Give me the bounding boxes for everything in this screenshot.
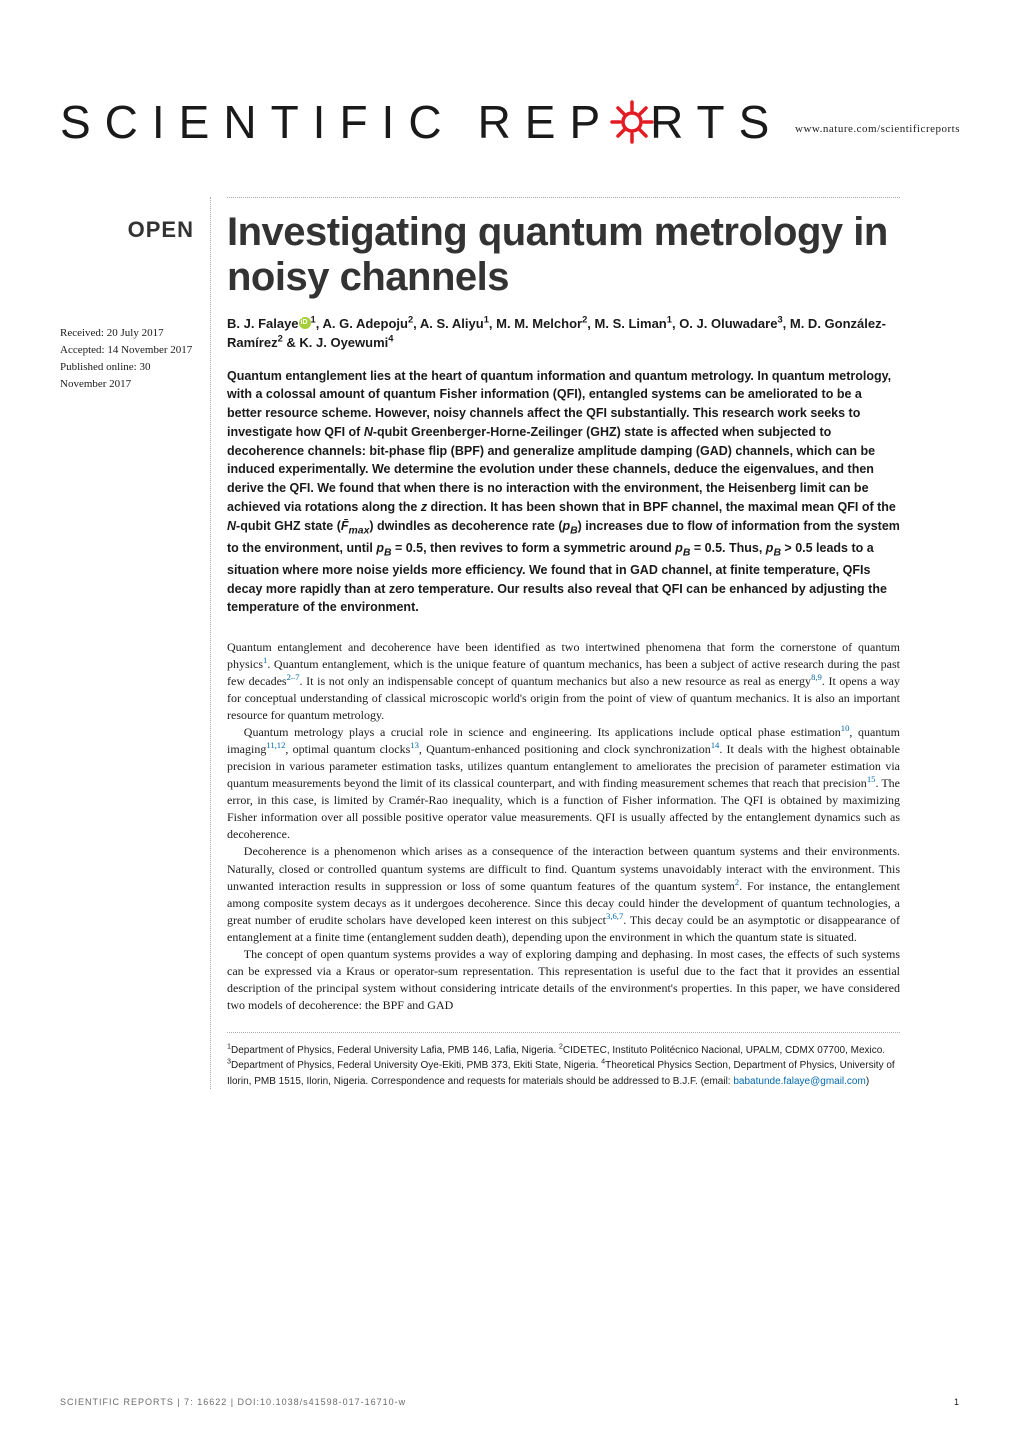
logo-text-right: RTS: [650, 95, 783, 149]
accepted-date: Accepted: 14 November 2017: [60, 342, 194, 359]
divider: [227, 197, 900, 198]
body-paragraph: Quantum metrology plays a crucial role i…: [227, 724, 900, 843]
orcid-icon: [299, 317, 311, 329]
gear-icon: [608, 98, 656, 146]
received-date: Received: 20 July 2017: [60, 325, 194, 342]
open-access-badge: OPEN: [60, 213, 194, 247]
footer: SCIENTIFIC REPORTS | 7: 16622 | DOI:10.1…: [60, 1397, 960, 1407]
author-list: B. J. Falaye1, A. G. Adepoju2, A. S. Ali…: [227, 314, 900, 353]
logo-text-mid: REP: [478, 95, 615, 149]
page-number: 1: [954, 1397, 960, 1407]
footer-citation: SCIENTIFIC REPORTS | 7: 16622 | DOI:10.1…: [60, 1397, 406, 1407]
affiliations: 1Department of Physics, Federal Universi…: [227, 1032, 900, 1090]
body-paragraph: Quantum entanglement and decoherence hav…: [227, 639, 900, 724]
site-url: www.nature.com/scientificreports: [795, 123, 960, 135]
logo-text-left: SCIENTIFIC: [60, 95, 456, 149]
body-paragraph: The concept of open quantum systems prov…: [227, 946, 900, 1014]
body-paragraph: Decoherence is a phenomenon which arises…: [227, 843, 900, 945]
published-date: Published online: 30 November 2017: [60, 359, 194, 393]
abstract: Quantum entanglement lies at the heart o…: [227, 367, 900, 618]
article-title: Investigating quantum metrology in noisy…: [227, 210, 900, 300]
body-text: Quantum entanglement and decoherence hav…: [227, 639, 900, 1014]
article-dates: Received: 20 July 2017 Accepted: 14 Nove…: [60, 325, 194, 393]
sidebar: OPEN Received: 20 July 2017 Accepted: 14…: [0, 197, 210, 1089]
main-content: Investigating quantum metrology in noisy…: [210, 197, 960, 1089]
journal-logo: SCIENTIFIC REP RTS: [60, 95, 1020, 149]
